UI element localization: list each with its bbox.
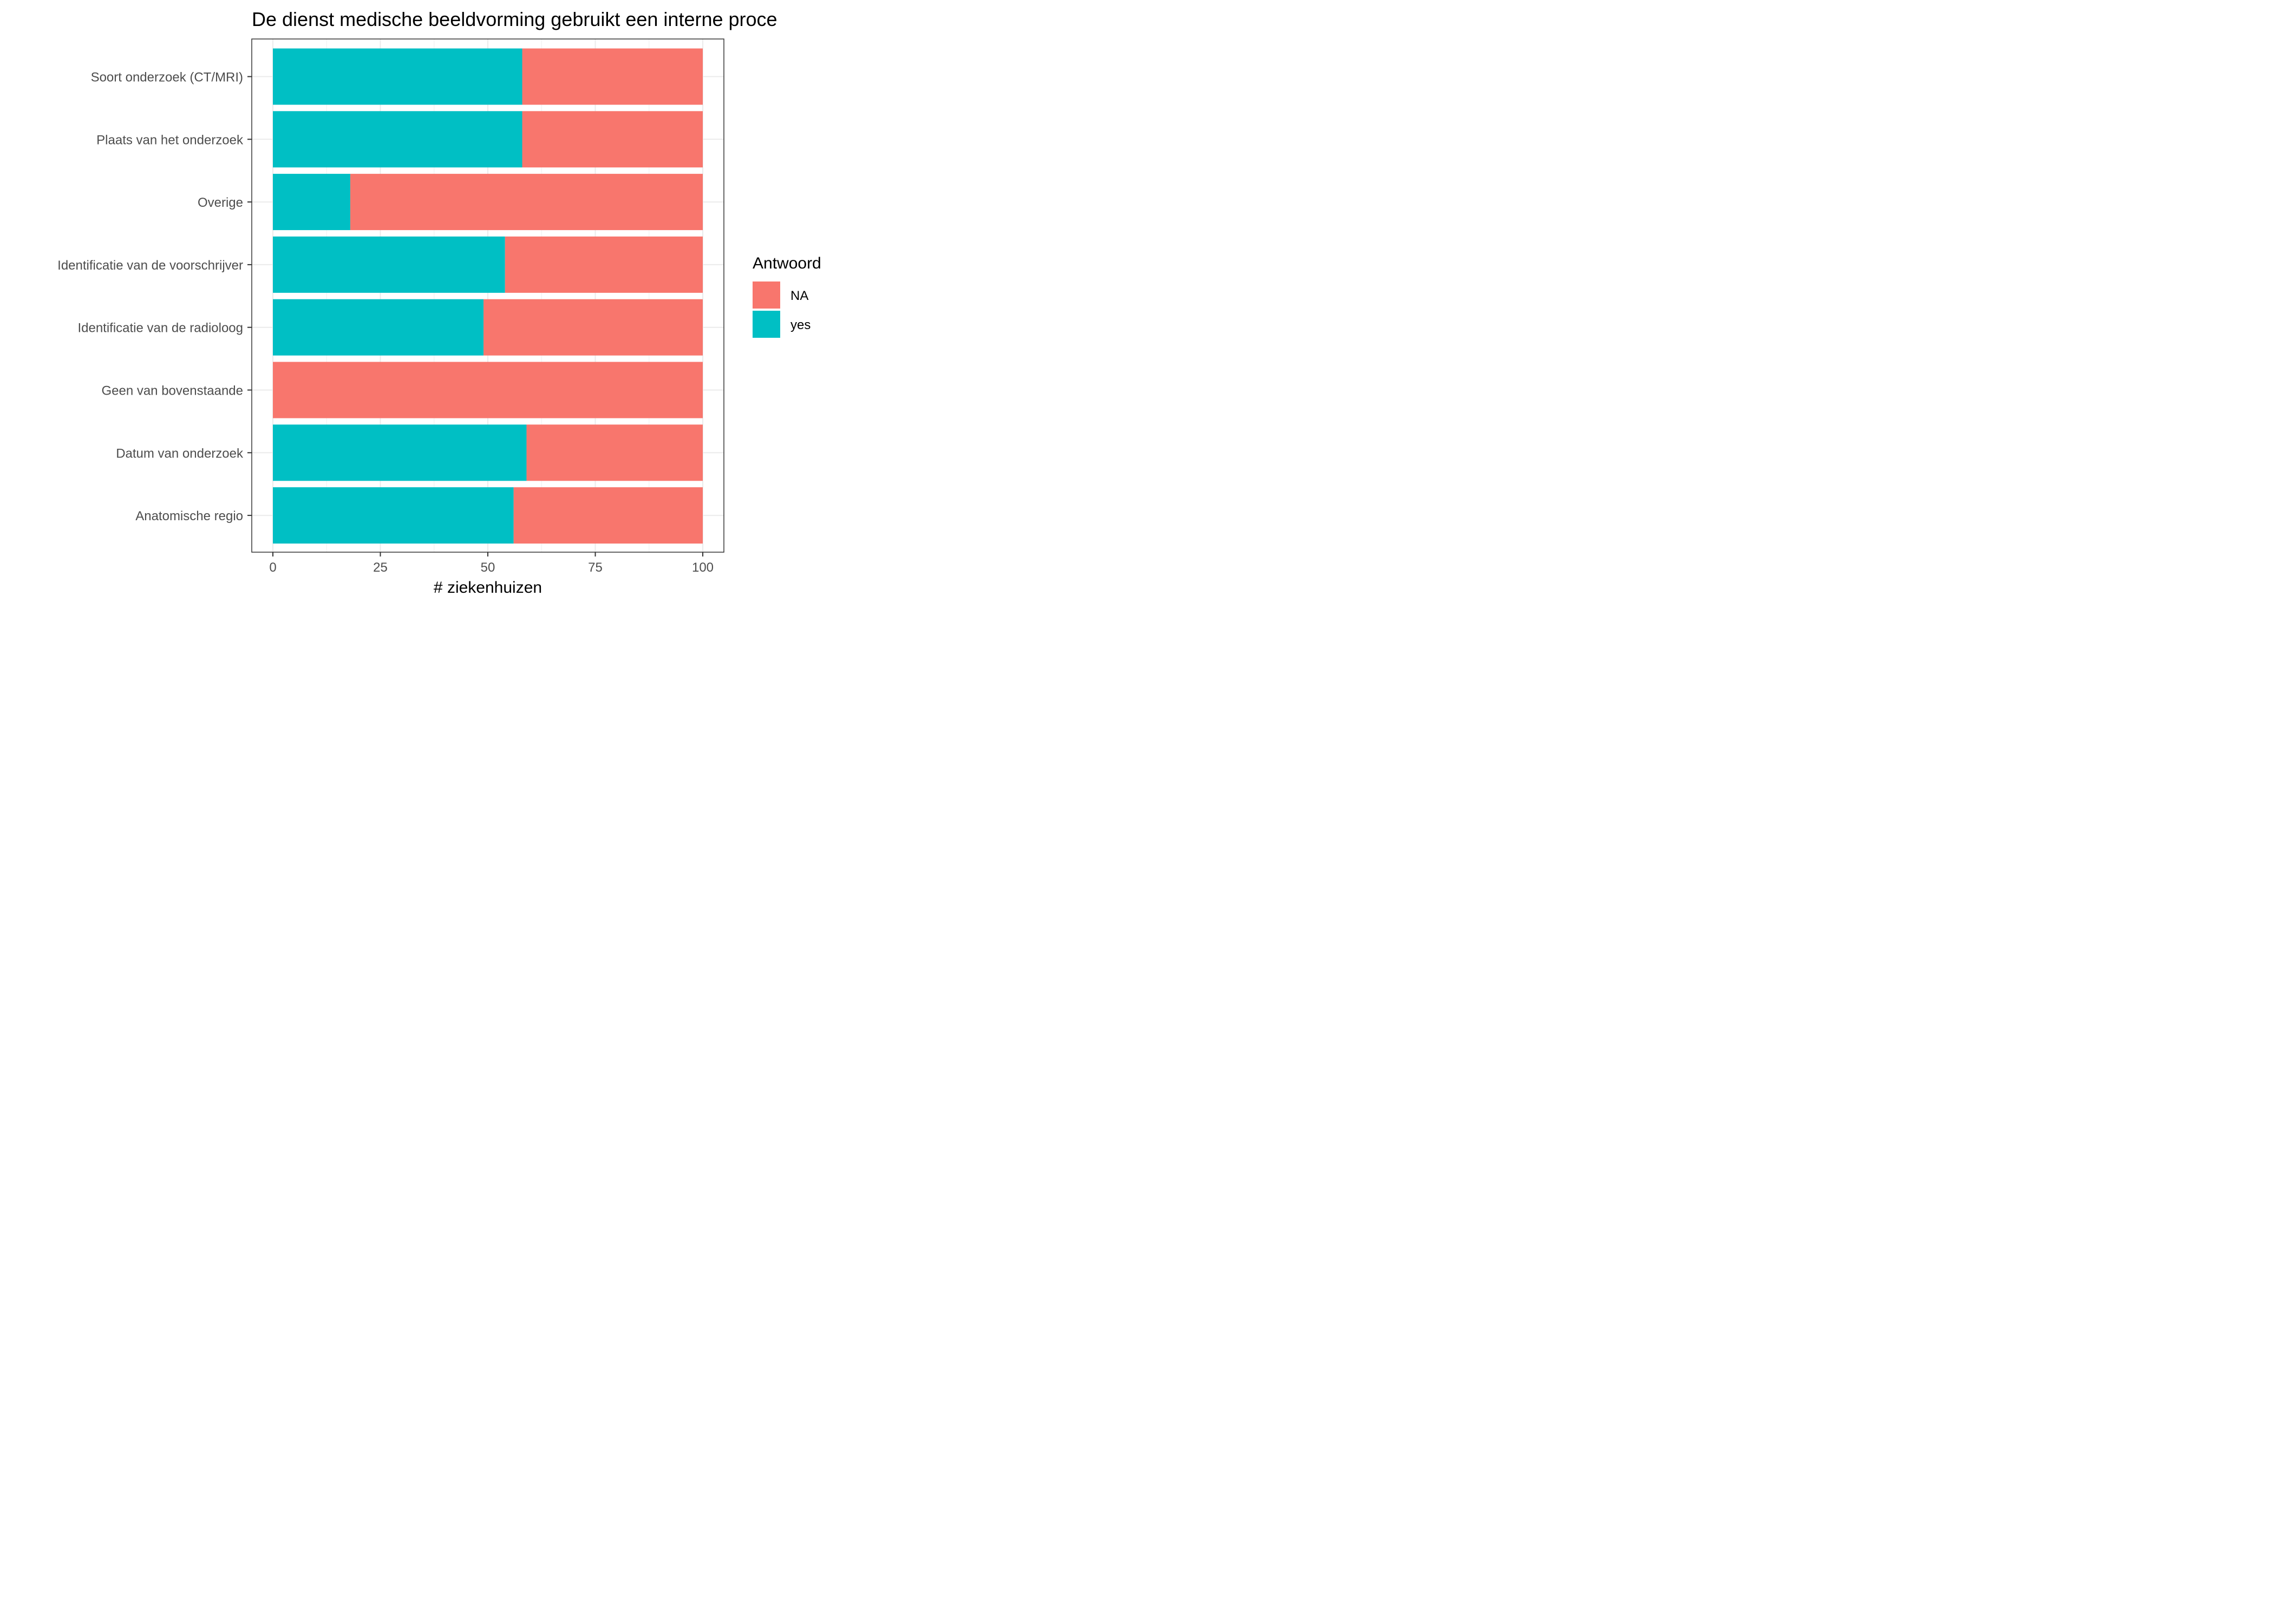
legend-label-na: NA [790, 289, 808, 303]
y-tick-label: Geen van bovenstaande [101, 384, 243, 398]
bar-yes-2 [273, 174, 350, 231]
y-tick-label: Datum van onderzoek [116, 446, 244, 461]
x-tick-label: 50 [481, 560, 495, 575]
y-tick-label: Plaats van het onderzoek [96, 133, 244, 147]
x-tick-label: 25 [373, 560, 388, 575]
bar-na-2 [350, 174, 703, 231]
legend-key-yes [753, 311, 780, 338]
bar-na-3 [505, 236, 703, 293]
y-tick-label: Identificatie van de voorschrijver [57, 258, 243, 273]
bar-yes-0 [273, 48, 522, 105]
y-tick-label: Identificatie van de radioloog [77, 321, 243, 336]
bar-na-4 [483, 299, 703, 356]
y-tick-label: Overige [198, 195, 243, 210]
chart: De dienst medische beeldvorming gebruikt… [57, 8, 821, 597]
x-tick-label: 75 [588, 560, 603, 575]
bar-yes-1 [273, 111, 522, 168]
bars [273, 48, 703, 544]
legend-label-yes: yes [790, 318, 811, 332]
x-tick-label: 100 [692, 560, 714, 575]
y-tick-label: Soort onderzoek (CT/MRI) [91, 70, 243, 85]
bar-na-1 [522, 111, 703, 168]
bar-yes-4 [273, 299, 484, 356]
y-axis: Soort onderzoek (CT/MRI) Plaats van het o… [57, 70, 252, 523]
chart-title: De dienst medische beeldvorming gebruikt… [252, 8, 777, 30]
x-axis: 0 25 50 75 100 [269, 552, 714, 575]
bar-na-5 [273, 362, 703, 418]
legend-title: Antwoord [753, 254, 821, 272]
x-tick-label: 0 [269, 560, 276, 575]
y-tick-label: Anatomische regio [135, 509, 243, 523]
x-axis-title: # ziekenhuizen [434, 579, 542, 597]
bar-na-7 [513, 487, 703, 544]
panel-border [251, 38, 724, 553]
bar-na-0 [522, 48, 703, 105]
legend-key-na [753, 281, 780, 309]
bar-na-6 [526, 424, 703, 481]
legend: Antwoord NA yes [753, 254, 821, 338]
bar-yes-6 [273, 424, 527, 481]
bar-yes-7 [273, 487, 514, 544]
bar-yes-3 [273, 236, 505, 293]
